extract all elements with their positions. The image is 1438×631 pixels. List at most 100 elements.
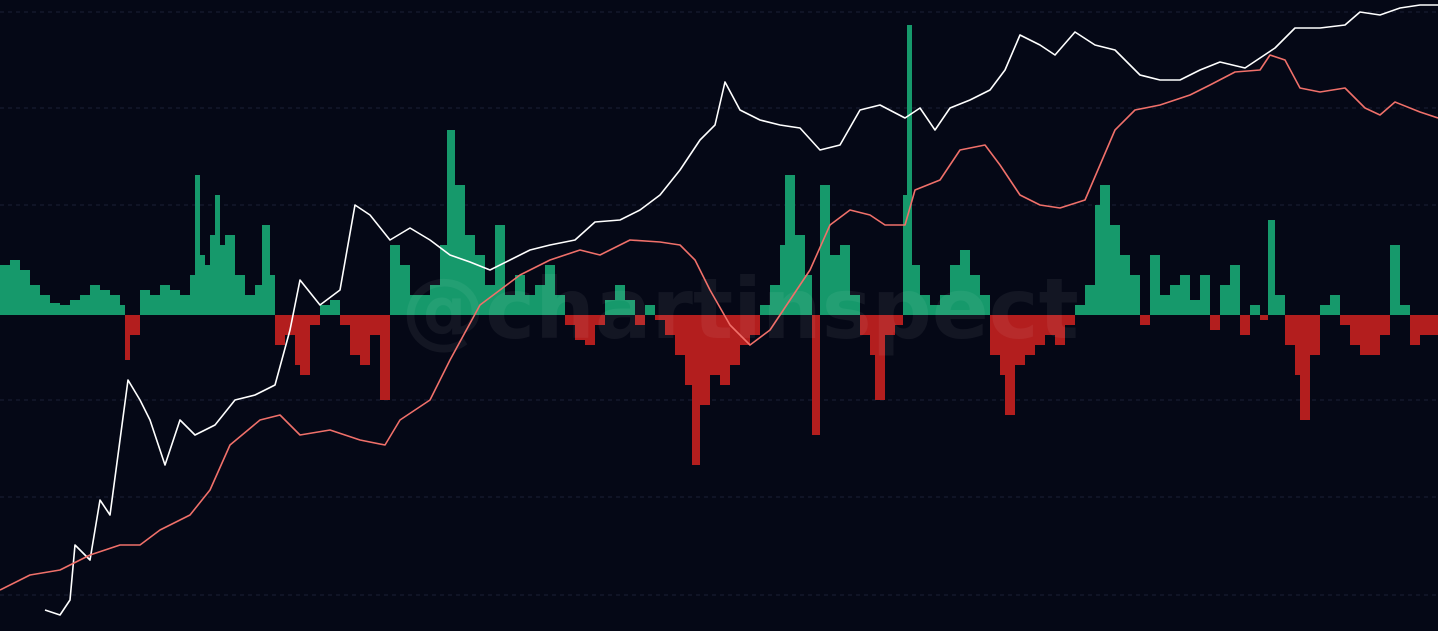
oscillator-bar xyxy=(1150,255,1160,315)
oscillator xyxy=(0,25,1438,465)
oscillator-bar xyxy=(215,195,220,315)
oscillator-bar xyxy=(750,315,760,335)
oscillator-bar xyxy=(1000,315,1005,375)
oscillator-bar xyxy=(220,245,225,315)
oscillator-bar xyxy=(1170,285,1180,315)
oscillator-bar xyxy=(10,260,20,315)
oscillator-bar xyxy=(310,315,320,325)
oscillator-bar xyxy=(1220,285,1230,315)
oscillator-bar xyxy=(400,265,410,315)
oscillator-bar xyxy=(1035,315,1045,345)
oscillator-bar xyxy=(710,315,720,375)
oscillator-bar xyxy=(605,300,615,315)
oscillator-bar xyxy=(475,255,485,315)
oscillator-bar xyxy=(1045,315,1055,335)
oscillator-bar xyxy=(255,285,262,315)
oscillator-bar xyxy=(447,130,455,315)
oscillator-bar xyxy=(885,315,895,335)
oscillator-bar xyxy=(870,315,875,355)
oscillator-bar xyxy=(595,315,605,325)
oscillator-bar xyxy=(140,290,150,315)
oscillator-bar xyxy=(1015,315,1025,365)
oscillator-bar xyxy=(665,315,675,335)
oscillator-bar xyxy=(730,315,740,365)
oscillator-bar xyxy=(420,295,430,315)
oscillator-bar xyxy=(1250,305,1260,315)
oscillator-bar xyxy=(960,250,970,315)
oscillator-bar xyxy=(1065,315,1075,325)
oscillator-bar xyxy=(685,315,692,385)
oscillator-bar xyxy=(1095,205,1100,315)
oscillator-bar xyxy=(760,305,770,315)
oscillator-bar xyxy=(380,315,390,400)
oscillator-bar xyxy=(1295,315,1300,375)
oscillator-bar xyxy=(485,285,495,315)
oscillator-bar xyxy=(300,315,310,375)
oscillator-bar xyxy=(895,315,903,325)
oscillator-bar xyxy=(785,175,795,315)
oscillator-bar xyxy=(1130,275,1140,315)
oscillator-bar xyxy=(1350,315,1360,345)
oscillator-bar xyxy=(1160,295,1170,315)
oscillator-bar xyxy=(70,300,80,315)
oscillator-bar xyxy=(410,295,420,315)
oscillator-bar xyxy=(440,245,447,315)
oscillator-bar xyxy=(700,315,710,405)
oscillator-bar xyxy=(907,25,912,315)
oscillator-bar xyxy=(1055,315,1065,345)
oscillator-bar xyxy=(740,315,750,345)
oscillator-bar xyxy=(1075,305,1085,315)
oscillator-bar xyxy=(120,305,125,315)
oscillator-bar xyxy=(370,315,380,335)
oscillator-bar xyxy=(675,315,685,355)
oscillator-bar xyxy=(505,295,515,315)
oscillator-bar xyxy=(235,275,245,315)
oscillator-bar xyxy=(850,295,860,315)
oscillator-bar xyxy=(30,285,40,315)
oscillator-bar xyxy=(940,295,950,315)
oscillator-bar xyxy=(190,275,195,315)
oscillator-bar xyxy=(1370,315,1380,355)
oscillator-bar xyxy=(1110,225,1120,315)
oscillator-bar xyxy=(40,295,50,315)
oscillator-bar xyxy=(80,295,90,315)
oscillator-bar xyxy=(180,295,190,315)
oscillator-bar xyxy=(262,225,270,315)
oscillator-bar xyxy=(1380,315,1390,335)
oscillator-bar xyxy=(100,290,110,315)
oscillator-bar xyxy=(625,300,635,315)
oscillator-bar xyxy=(575,315,585,340)
oscillator-bar xyxy=(1005,315,1015,415)
price-line xyxy=(44,4,1438,616)
oscillator-bar xyxy=(615,285,625,315)
oscillator-bar xyxy=(860,315,870,335)
oscillator-bar xyxy=(195,175,200,315)
oscillator-bar xyxy=(525,295,535,315)
oscillator-bar xyxy=(1260,315,1268,320)
oscillator-bar xyxy=(1410,315,1420,345)
oscillator-bar xyxy=(970,275,980,315)
price-line xyxy=(0,54,1438,591)
oscillator-bar xyxy=(1200,275,1210,315)
oscillator-bar xyxy=(805,275,812,315)
oscillator-bar xyxy=(930,305,940,315)
oscillator-bar xyxy=(340,315,350,325)
oscillator-bar xyxy=(1240,315,1250,335)
oscillator-bar xyxy=(1330,295,1340,315)
oscillator-bar xyxy=(1320,305,1330,315)
oscillator-bar xyxy=(125,315,130,360)
oscillator-bar xyxy=(565,315,575,325)
oscillator-bar xyxy=(1268,220,1275,315)
oscillator-bar xyxy=(770,285,780,315)
oscillator-bar xyxy=(320,305,330,315)
oscillator-bar xyxy=(210,235,215,315)
oscillator-bar xyxy=(390,245,400,315)
oscillator-bar xyxy=(692,315,700,465)
oscillator-bar xyxy=(0,265,10,315)
oscillator-bar xyxy=(295,315,300,365)
oscillator-bar xyxy=(950,265,960,315)
oscillator-bar xyxy=(1310,315,1320,355)
oscillator-bar xyxy=(1285,315,1295,345)
oscillator-bar xyxy=(515,275,525,315)
oscillator-bar xyxy=(275,315,285,345)
